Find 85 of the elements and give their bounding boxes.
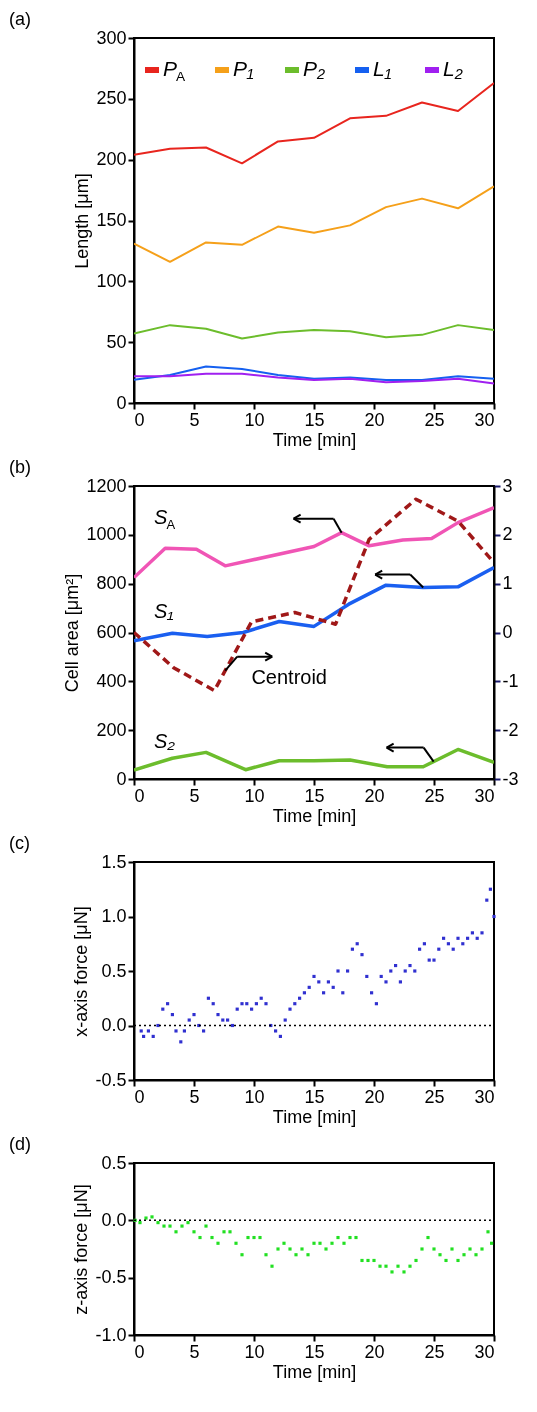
y2-tick-label: -3	[502, 768, 519, 789]
y-tick-label: 1.5	[101, 851, 127, 872]
y-tick-label: 150	[96, 210, 127, 230]
x-tick-label: 15	[304, 1341, 325, 1362]
y-tick-label: 250	[96, 88, 127, 109]
x-axis-title: Time [min]	[272, 805, 357, 826]
y-tick-label: 0	[116, 768, 127, 789]
x-tick-label: 25	[424, 409, 445, 430]
x-tick-label: 15	[304, 785, 325, 806]
x-tick-label: 0	[134, 1341, 145, 1362]
x-tick-label: 5	[189, 409, 200, 430]
x-tick-label: 30	[474, 785, 495, 806]
x-tick-label: 10	[244, 409, 265, 430]
x-tick-label: 5	[189, 785, 200, 806]
x-tick-label: 5	[189, 1341, 200, 1362]
y-tick-label: -1.0	[95, 1324, 127, 1345]
x-axis-title: Time [min]	[272, 1106, 357, 1127]
y2-tick-label: 1	[502, 573, 513, 594]
y-tick-label: 800	[96, 573, 127, 594]
legend-label: L₂	[443, 57, 463, 80]
y-axis-title: z-axis force [μN]	[71, 1184, 92, 1315]
line-series	[134, 324, 494, 340]
x-tick-label: 15	[304, 409, 325, 430]
y-tick-label: 0.0	[101, 1209, 127, 1230]
x-tick-label: 25	[424, 1341, 445, 1362]
text: (b)	[9, 457, 31, 477]
text: (c)	[9, 833, 30, 853]
x-tick-label: 0	[134, 785, 145, 806]
line-series	[134, 497, 494, 693]
y-tick-label: 400	[96, 670, 127, 691]
x-tick-label: 0	[134, 1086, 145, 1107]
y-tick-label: 1000	[86, 524, 127, 545]
legend-label: P₁	[233, 57, 255, 80]
x-tick-label: 30	[474, 1341, 495, 1362]
line-series	[134, 365, 494, 381]
y-axis-title: Cell area [μm²]	[62, 573, 83, 693]
line-series	[134, 82, 494, 165]
series-label: S₂	[154, 729, 176, 752]
line-series	[134, 185, 494, 263]
y2-tick-label: 0	[502, 622, 513, 642]
y-tick-label: 1200	[86, 475, 127, 496]
x-tick-label: 20	[364, 1086, 385, 1107]
y-tick-label: 200	[96, 149, 127, 170]
y-tick-label: 0.5	[101, 1152, 127, 1173]
y-tick-label: 50	[106, 331, 127, 352]
legend-label: P₂	[303, 57, 326, 80]
x-tick-label: 10	[244, 785, 265, 806]
x-tick-label: 20	[364, 409, 385, 430]
x-tick-label: 15	[304, 1086, 325, 1107]
y-axis-title: x-axis force [μN]	[71, 906, 92, 1037]
y2-tick-label: -2	[502, 719, 519, 740]
y2-tick-label: 3	[502, 475, 513, 496]
x-tick-label: 20	[364, 1341, 385, 1362]
x-tick-label: 25	[424, 785, 445, 806]
y2-tick-label: 2	[502, 524, 513, 545]
y-tick-label: -0.5	[95, 1267, 127, 1288]
x-tick-label: 10	[244, 1341, 265, 1362]
y-tick-label: 600	[96, 622, 127, 642]
y-tick-label: 1.0	[101, 906, 127, 926]
y-tick-label: 0.5	[101, 960, 127, 981]
y-tick-label: -0.5	[95, 1069, 127, 1090]
x-tick-label: 0	[134, 409, 145, 430]
y2-tick-label: -1	[502, 670, 519, 691]
series-label: Centroid	[251, 665, 328, 688]
y-tick-label: 0	[116, 392, 127, 413]
y-tick-label: 100	[96, 270, 127, 291]
x-tick-label: 30	[474, 1086, 495, 1107]
series-label: S₁	[154, 599, 174, 622]
x-axis-title: Time [min]	[272, 1361, 357, 1382]
x-tick-label: 25	[424, 1086, 445, 1107]
y-tick-label: 0.0	[101, 1015, 127, 1035]
line-series	[134, 505, 494, 580]
x-axis-title: Time [min]	[272, 429, 357, 450]
line-series	[134, 565, 494, 643]
text: (d)	[9, 1134, 31, 1154]
y-tick-label: 300	[96, 27, 127, 48]
y-axis-title: Length [μm]	[72, 173, 93, 269]
x-tick-label: 20	[364, 785, 385, 806]
x-tick-label: 10	[244, 1086, 265, 1107]
line-series	[134, 372, 494, 385]
y-tick-label: 200	[96, 719, 127, 740]
legend-label: L₁	[373, 57, 392, 80]
x-tick-label: 30	[474, 409, 495, 430]
text: (a)	[9, 9, 31, 29]
x-tick-label: 5	[189, 1086, 200, 1107]
